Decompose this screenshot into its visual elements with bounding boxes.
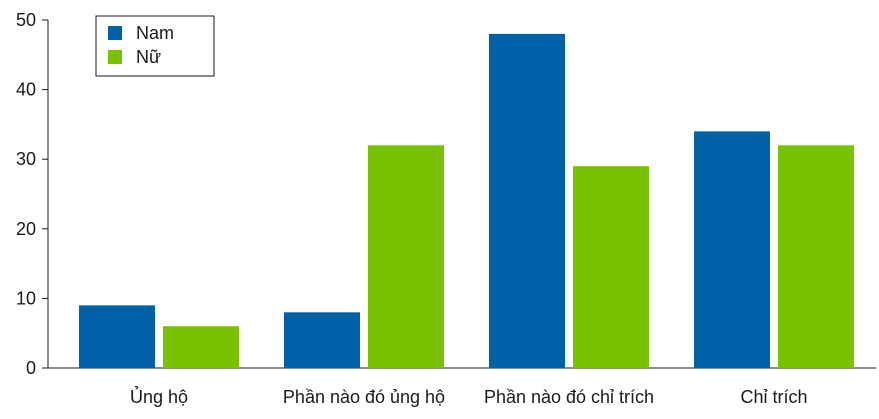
chart-bars xyxy=(79,33,854,369)
y-tick-label: 20 xyxy=(16,219,36,239)
y-tick-label: 10 xyxy=(16,288,36,308)
legend-label: Nữ xyxy=(136,47,161,67)
y-tick-label: 40 xyxy=(16,80,36,100)
bar-nam-1 xyxy=(284,312,360,368)
x-tick-label: Chỉ trích xyxy=(740,387,807,407)
bar-nữ-1 xyxy=(368,145,444,368)
legend-label: Nam xyxy=(136,23,174,43)
x-tick-label: Phần nào đó ủng hộ xyxy=(283,387,445,407)
legend-swatch xyxy=(108,50,122,64)
bar-nữ-2 xyxy=(573,166,649,368)
bar-nữ-3 xyxy=(778,145,854,368)
legend-swatch xyxy=(108,26,122,40)
y-tick-label: 50 xyxy=(16,10,36,30)
bar-nữ-0 xyxy=(163,326,239,368)
x-tick-label: Phần nào đó chỉ trích xyxy=(484,387,654,407)
y-tick-label: 0 xyxy=(26,358,36,378)
x-axis-labels: Ủng hộ Phần nào đó ủng hộ Phần nào đó chỉ … xyxy=(130,386,808,407)
y-tick-label: 30 xyxy=(16,149,36,169)
chart-legend: Nam Nữ xyxy=(95,15,215,77)
bar-nam-3 xyxy=(694,131,770,368)
x-tick-label: Ủng hộ xyxy=(130,386,188,407)
bar-nam-0 xyxy=(79,305,155,368)
bar-nam-2 xyxy=(489,33,565,369)
